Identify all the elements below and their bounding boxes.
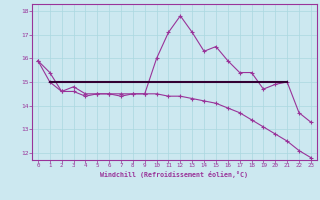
- X-axis label: Windchill (Refroidissement éolien,°C): Windchill (Refroidissement éolien,°C): [100, 171, 248, 178]
